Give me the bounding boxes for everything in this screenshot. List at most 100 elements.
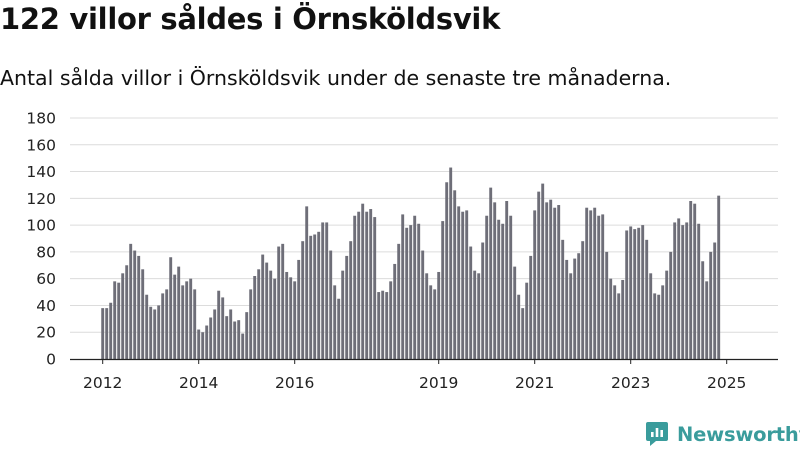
bar [593, 207, 597, 359]
bar [113, 281, 117, 359]
bar-chart: 0 20 40 60 80 100 120 140 160 180 2012 2014 2016 2019… [26, 100, 778, 392]
bar [317, 231, 321, 359]
bar [389, 281, 393, 359]
bar [109, 302, 113, 359]
bar [305, 206, 309, 359]
bar [525, 282, 529, 359]
bar [325, 222, 329, 359]
x-tick-label: 2019 [419, 374, 458, 392]
bar [429, 285, 433, 359]
bar [417, 223, 421, 359]
bar [153, 309, 157, 359]
bar [645, 239, 649, 359]
y-tick-label: 60 [36, 270, 56, 288]
bar [101, 308, 105, 359]
bar [509, 215, 513, 359]
bar [345, 255, 349, 359]
bar [649, 273, 653, 359]
bar [197, 329, 201, 359]
bar [177, 266, 181, 359]
bar [501, 223, 505, 359]
x-tick-label: 2021 [515, 374, 554, 392]
bar [545, 202, 549, 359]
y-tick-label: 40 [36, 297, 56, 315]
bar [269, 270, 273, 359]
bar [129, 243, 133, 359]
bar [549, 199, 553, 359]
x-axis [70, 358, 778, 364]
y-tick-label: 140 [26, 163, 56, 181]
bar [161, 293, 165, 359]
bar [365, 211, 369, 359]
bar [529, 255, 533, 359]
bar [237, 320, 241, 359]
y-tick-label: 120 [26, 190, 56, 208]
bar [209, 317, 213, 359]
bar [477, 273, 481, 359]
bar [137, 255, 141, 359]
bar [313, 234, 317, 359]
bar [445, 182, 449, 359]
bar [201, 332, 205, 359]
bar [409, 225, 413, 359]
bar [673, 222, 677, 359]
bar [405, 227, 409, 359]
bar [205, 325, 209, 359]
bar [401, 214, 405, 359]
bar [681, 225, 685, 359]
bar [145, 294, 149, 359]
bar [665, 270, 669, 359]
bar [225, 316, 229, 359]
bar [261, 254, 265, 359]
bar [397, 243, 401, 359]
bar [265, 262, 269, 359]
bar [573, 258, 577, 359]
bar [629, 226, 633, 359]
bar [497, 219, 501, 359]
bar [133, 250, 137, 359]
bar [245, 312, 249, 359]
brand[interactable]: Newsworthy [645, 420, 800, 448]
bar [253, 275, 257, 359]
bar [453, 190, 457, 359]
bar [669, 251, 673, 359]
bar [369, 209, 373, 359]
bar [709, 251, 713, 359]
bars [101, 167, 721, 359]
bar [273, 278, 277, 359]
bar [193, 289, 197, 359]
bar [349, 241, 353, 359]
bar [605, 251, 609, 359]
y-tick-label: 160 [26, 136, 56, 154]
bar [281, 243, 285, 359]
bar [637, 227, 641, 359]
y-tick-label: 0 [46, 351, 56, 369]
bar [293, 281, 297, 359]
bar [653, 293, 657, 359]
bar [517, 294, 521, 359]
bar [393, 263, 397, 359]
bar [705, 281, 709, 359]
bar [437, 271, 441, 359]
bar [557, 205, 561, 359]
y-tick-label: 80 [36, 243, 56, 261]
bar [121, 273, 125, 359]
bar [181, 285, 185, 359]
bar [149, 306, 153, 359]
y-tick-label: 20 [36, 324, 56, 342]
bar [377, 292, 381, 359]
x-tick-label: 2025 [707, 374, 746, 392]
bar [301, 241, 305, 359]
bar [697, 223, 701, 359]
bar [589, 210, 593, 359]
bar [677, 218, 681, 359]
highlight-value-label: 122 [726, 100, 758, 105]
bar [717, 195, 721, 359]
bar [513, 266, 517, 359]
bar [585, 207, 589, 359]
bar [297, 259, 301, 359]
bar [289, 277, 293, 359]
bar [621, 280, 625, 359]
bar [537, 191, 541, 359]
x-tick-label: 2012 [83, 374, 122, 392]
